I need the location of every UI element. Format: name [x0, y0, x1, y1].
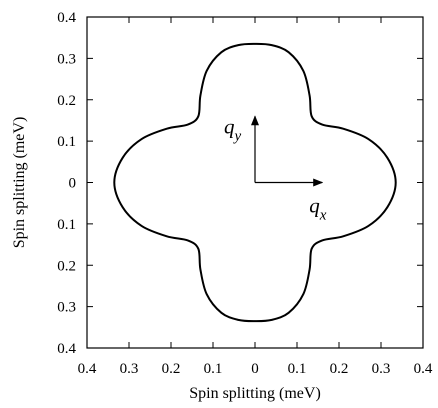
x-tick-label: 0.1 — [288, 361, 307, 377]
y-tick-label: 0.4 — [57, 10, 76, 26]
qy-label: qy — [224, 114, 242, 144]
x-tick-label: 0.2 — [162, 361, 181, 377]
x-tick-label: 0.4 — [414, 361, 433, 377]
x-axis-title: Spin splitting (meV) — [189, 385, 321, 402]
annotation-layer: qy qx — [224, 114, 327, 223]
plot-frame — [86, 16, 424, 349]
x-tick-label: 0.4 — [78, 361, 97, 377]
qx-label: qx — [309, 194, 327, 224]
y-axis-title: Spin splitting (meV) — [11, 117, 28, 249]
y-tick-label: 0.3 — [57, 51, 76, 67]
x-tick-label: 0.1 — [204, 361, 223, 377]
spin-splitting-curve — [113, 42, 397, 323]
y-tick-label: 0.3 — [57, 300, 76, 316]
x-tick-label: 0.3 — [372, 361, 391, 377]
y-tick-label: 0.2 — [57, 258, 76, 274]
axis-ticks: 0.4 0.3 0.2 0.1 0 0.1 0.2 0.3 0.40.40.30.20.100.… — [57, 10, 433, 377]
y-tick-label: 0.1 — [57, 134, 76, 150]
x-tick-label: 0 — [251, 361, 259, 377]
y-tick-label: 0.2 — [57, 93, 76, 109]
curve-layer — [113, 42, 397, 323]
y-tick-label: 0.1 — [57, 217, 76, 233]
y-tick-label: 0.4 — [57, 341, 76, 357]
x-tick-label: 0.2 — [330, 361, 349, 377]
y-tick-label: 0 — [69, 176, 77, 192]
x-tick-label: 0.3 — [120, 361, 139, 377]
